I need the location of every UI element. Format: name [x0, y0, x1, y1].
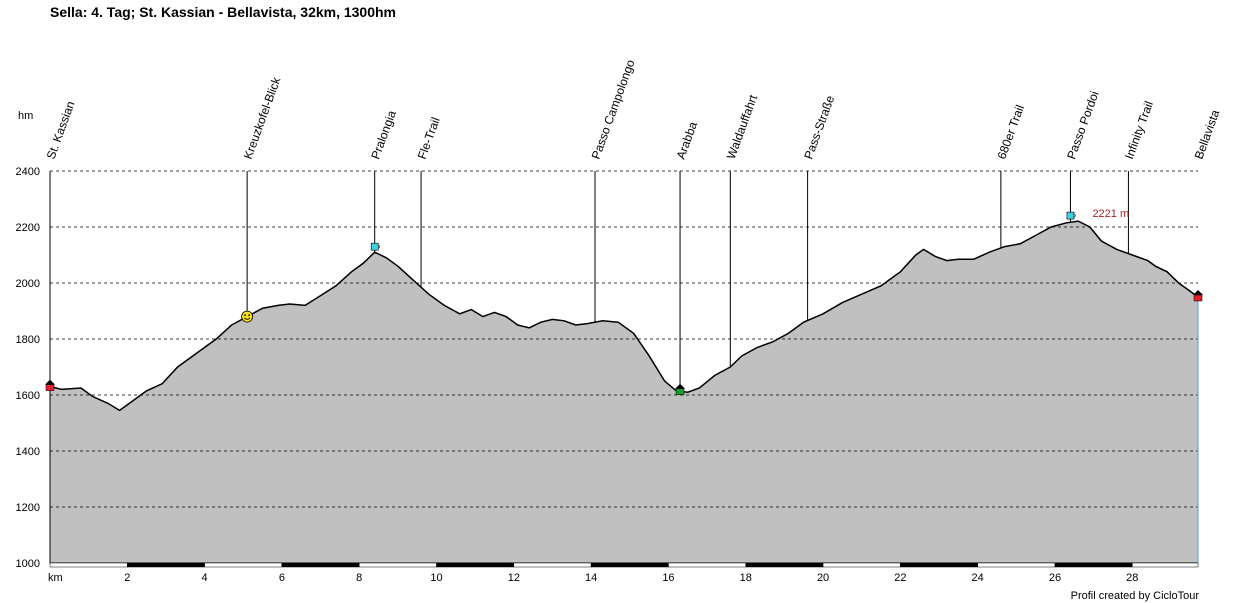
scale-bar-segment-10 — [436, 562, 515, 568]
y-tick-label-1400: 1400 — [16, 446, 40, 458]
x-tick-label-22: 22 — [894, 572, 906, 584]
cup-icon — [1066, 211, 1076, 220]
x-axis-label: km — [48, 572, 63, 584]
y-tick-label-2400: 2400 — [16, 166, 40, 178]
x-tick-label-10: 10 — [430, 572, 442, 584]
cup-body-icon — [370, 242, 379, 251]
x-tick-label-2: 2 — [124, 572, 130, 584]
waypoint-label-11: Bellavista — [1192, 108, 1223, 161]
waypoint-label-6: Waldauffahrt — [724, 92, 760, 161]
waypoint-label-7: Pass-Straße — [801, 93, 837, 161]
scale-bar-segment-28 — [1132, 562, 1199, 568]
waypoint-label-2: Pralongia — [368, 108, 399, 161]
waypoint-label-3: Fle-Trail — [415, 115, 443, 161]
x-tick-label-24: 24 — [972, 572, 984, 584]
scale-bar-segment-20 — [822, 562, 901, 568]
y-tick-label-1800: 1800 — [16, 334, 40, 346]
smiley-mouth-icon — [243, 317, 251, 320]
scale-bar-segment-2 — [127, 562, 205, 568]
house-roof-icon — [1193, 290, 1203, 295]
waypoint-label-9: Passo Pordoi — [1064, 89, 1102, 161]
smiley-face-icon — [241, 310, 254, 323]
x-tick-label-28: 28 — [1126, 572, 1138, 584]
start-house-icon — [45, 379, 55, 391]
house-roof-icon — [45, 379, 55, 385]
x-tick-label-12: 12 — [508, 572, 520, 584]
y-tick-label-2000: 2000 — [16, 278, 40, 290]
scale-bar-segment-26 — [1054, 562, 1133, 568]
elevation-area — [50, 221, 1198, 563]
house-roof-icon — [675, 383, 686, 389]
y-tick-label-1600: 1600 — [16, 390, 40, 402]
scale-bar-segment-22 — [900, 562, 978, 568]
smiley-eye-icon — [244, 314, 247, 316]
scale-bar-segment-6 — [281, 562, 360, 568]
elevation-line — [49, 220, 1199, 412]
chart-title: Sella: 4. Tag; St. Kassian - Bellavista,… — [50, 4, 397, 20]
x-tick-label-4: 4 — [202, 572, 208, 584]
x-tick-label-20: 20 — [817, 572, 829, 584]
y-tick-label-1000: 1000 — [16, 558, 40, 570]
cup-icon — [370, 242, 380, 251]
x-tick-label-14: 14 — [585, 572, 597, 584]
y-tick-label-1200: 1200 — [16, 502, 40, 514]
x-tick-label-16: 16 — [662, 572, 674, 584]
scale-bar-segment-12 — [513, 562, 592, 568]
y-tick-label-2200: 2200 — [16, 222, 40, 234]
x-tick-label-18: 18 — [740, 572, 752, 584]
scale-bar-segment-24 — [977, 562, 1056, 568]
scale-bar-segment-18 — [745, 562, 824, 568]
house-body-icon — [45, 384, 55, 391]
cup-handle-icon — [378, 244, 380, 249]
house-body-icon — [675, 388, 685, 396]
credit-text: Profil created by CicloTour — [1070, 590, 1199, 602]
house-body-icon — [1193, 294, 1203, 302]
scale-bar-segment-8 — [358, 562, 437, 568]
waypoint-label-4: Passo Campolongo — [589, 58, 638, 162]
waypoint-label-0: St. Kassian — [44, 99, 78, 161]
green-house-icon — [675, 383, 686, 396]
waypoint-label-5: Arabba — [674, 120, 701, 161]
waypoint-label-8: 680er Trail — [995, 103, 1028, 161]
y-axis-label: hm — [18, 110, 33, 122]
scale-bar-segment-4 — [204, 562, 283, 568]
scale-bar-segment-0 — [49, 562, 128, 568]
scale-bar-segment-14 — [590, 562, 669, 568]
cup-body-icon — [1066, 211, 1075, 220]
peak-annotation-0: 2221 m — [1092, 208, 1129, 220]
waypoint-label-1: Kreuzkofel-Blick — [241, 74, 284, 161]
x-tick-label-26: 26 — [1049, 572, 1061, 584]
scale-bar-segment-16 — [668, 562, 747, 568]
cup-handle-icon — [1073, 213, 1076, 218]
smiley-icon — [241, 310, 254, 323]
waypoint-label-10: Infinity Trail — [1122, 99, 1156, 161]
end-house-icon — [1193, 290, 1203, 302]
x-tick-label-8: 8 — [356, 572, 362, 584]
smiley-eye-icon — [248, 314, 251, 316]
x-tick-label-6: 6 — [279, 572, 285, 584]
